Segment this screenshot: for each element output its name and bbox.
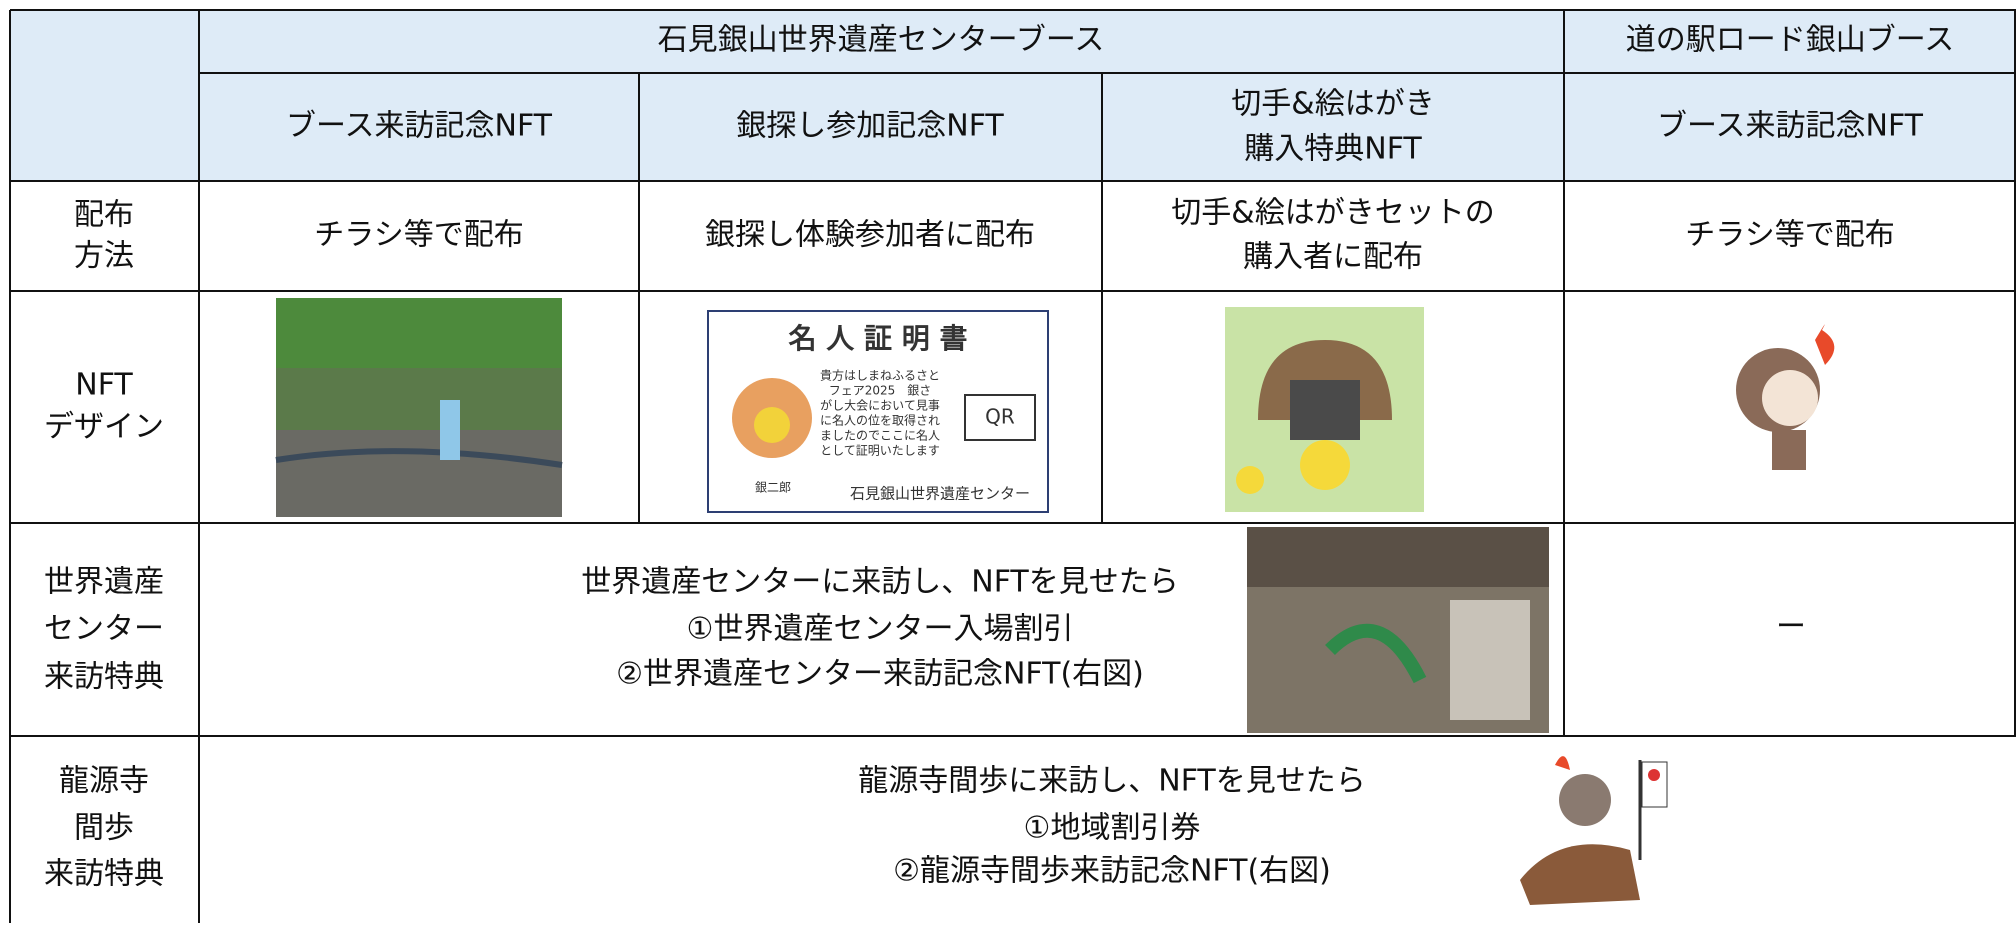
cert-issuer: 石見銀山世界遺産センター [850,485,1030,503]
shape [1236,466,1264,494]
shape [1559,774,1611,826]
cert-body: がし大会において見事 [820,398,940,413]
shape [1555,756,1570,770]
header-bg [10,10,2016,181]
shape [276,430,562,517]
shape [754,407,790,443]
cert-name: 銀二郎 [755,481,791,495]
shape [275,448,563,468]
cert-body: フェア2025 銀さ [829,384,932,398]
row-label: 配布 [74,198,134,233]
cert-qr: QR [985,405,1015,429]
column-header: ブース来訪記念NFT [1657,109,1924,144]
image-center-nft [1247,527,1549,733]
cert-body: ましたのでここに名人 [820,428,940,443]
row-label: 間歩 [74,811,134,846]
shape [1648,769,1660,781]
shape [1325,623,1427,684]
shape [1520,844,1640,905]
shape [1290,380,1360,440]
grid [9,9,2016,923]
shape [964,394,1036,441]
row-label: 来訪特典 [44,660,164,695]
shape [1450,600,1530,720]
shape [1815,324,1835,365]
row-label: 来訪特典 [44,857,164,892]
column-header: 切手&絵はがき [1231,87,1434,122]
nft-image-character [1736,324,1835,470]
cell: ①地域割引券 [1024,811,1201,846]
column-header: 購入特典NFT [1244,132,1422,167]
cell: チラシ等で配布 [314,218,523,253]
shape [1300,440,1350,490]
cell: 銀探し体験参加者に配布 [705,218,1035,253]
cert-body: 貴方はしまねふるさと [820,368,940,383]
shape [1641,761,1668,808]
row-label: 世界遺産 [44,565,164,600]
cert-title: 名 人 証 明 書 [789,322,968,355]
row-label: センター [44,612,164,647]
cell: 世界遺産センターに来訪し、NFTを見せたら [581,565,1179,600]
cell: ①世界遺産センター入場割引 [687,612,1074,647]
row-label: 方法 [74,239,134,274]
shape [1247,527,1549,587]
shape [1762,370,1818,426]
row-label: NFT [75,368,133,403]
nft-image-stamp [1225,307,1424,512]
nft-image-certificate: 名 人 証 明 書 貴方はしまねふるさと フェア2025 銀さ がし大会において… [707,310,1049,513]
cell: 購入者に配布 [1243,240,1423,275]
row-label: デザイン [44,410,164,445]
cell: 切手&絵はがきセットの [1171,196,1494,231]
group-header: 石見銀山世界遺産センターブース [658,23,1105,58]
image-mine-nft [1520,756,1668,905]
column-header: ブース来訪記念NFT [286,109,553,144]
cell: チラシ等で配布 [1685,218,1894,253]
cell: ②世界遺産センター来訪記念NFT(右図) [616,657,1144,692]
shape [440,400,460,460]
shape [276,298,562,368]
row-label: 龍源寺 [59,764,149,799]
column-header: 銀探し参加記念NFT [736,109,1004,144]
cell: ②龍源寺間歩来訪記念NFT(右図) [893,854,1331,889]
cert-body: に名人の位を取得され [820,413,940,428]
nft-image-map [275,298,563,517]
group-header: 道の駅ロード銀山ブース [1626,23,1955,58]
cell: 龍源寺間歩に来訪し、NFTを見せたら [858,764,1366,799]
cell: ー [1776,610,1806,645]
shape [1772,430,1806,470]
cert-body: として証明いたします [820,444,940,458]
